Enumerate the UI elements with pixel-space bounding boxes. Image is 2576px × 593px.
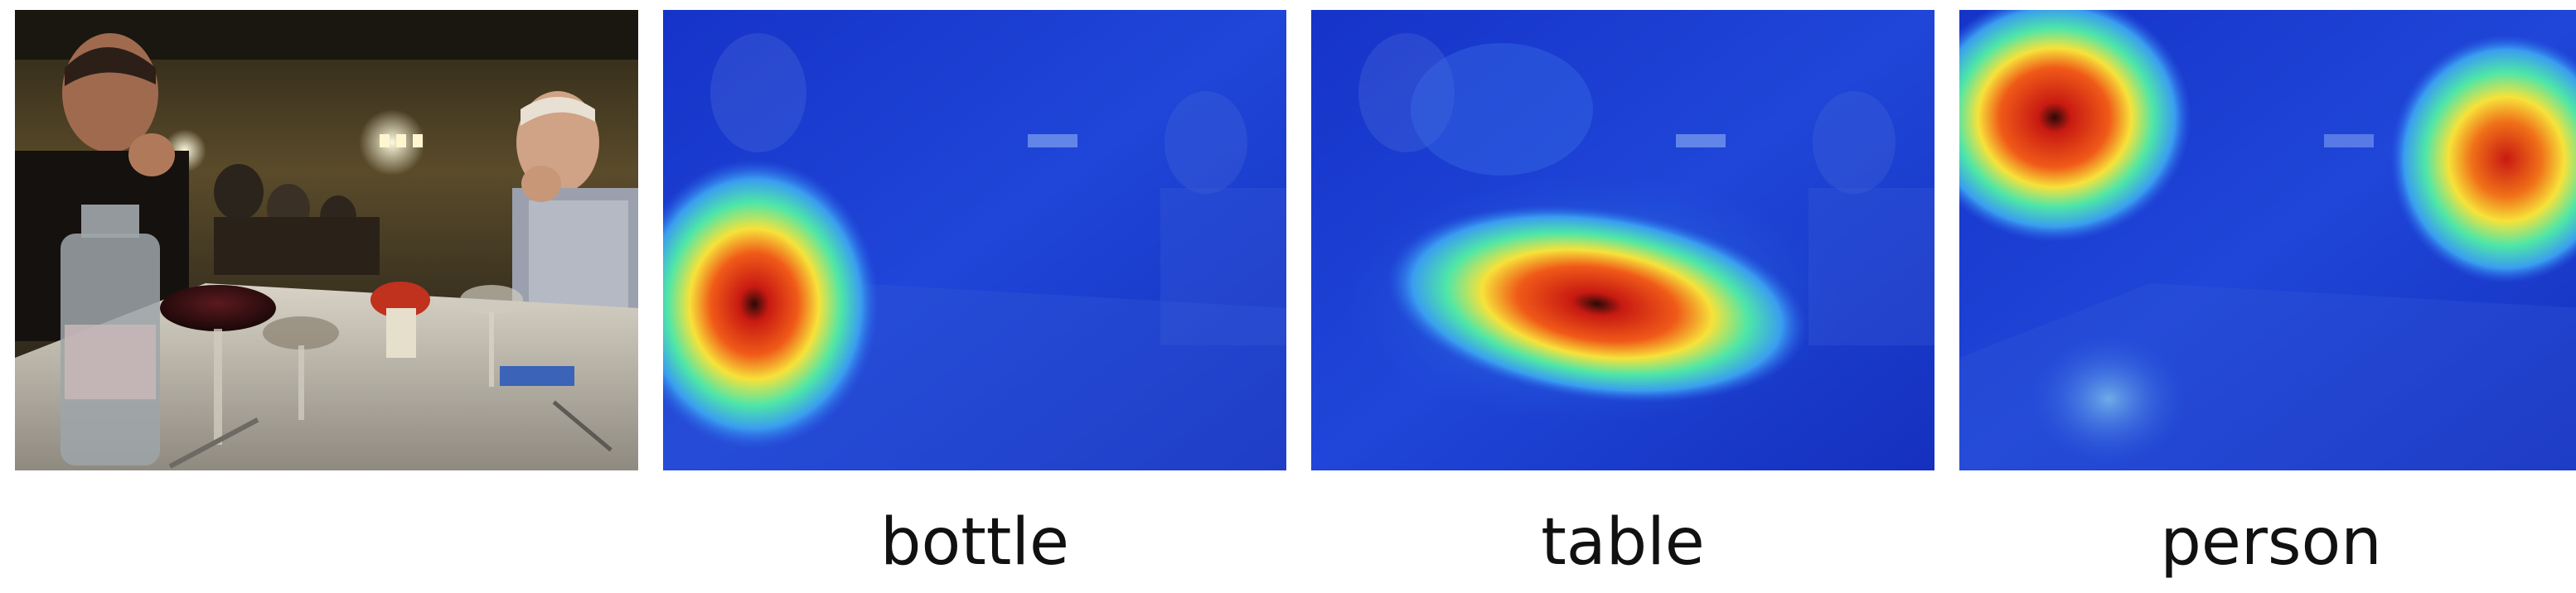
caption-table: table xyxy=(1541,505,1705,580)
caption-bottle: bottle xyxy=(879,505,1070,580)
person-attention-map xyxy=(1959,10,2576,470)
heatmap-bottle xyxy=(663,10,1286,470)
heatmap-table xyxy=(1311,10,1934,470)
input-photo xyxy=(15,10,638,470)
dinner-scene-photo xyxy=(15,10,638,470)
table-attention-map xyxy=(1311,10,1934,470)
bottle-attention-map xyxy=(663,10,1286,470)
heatmap-person xyxy=(1959,10,2576,470)
caption-person: person xyxy=(2160,505,2382,580)
